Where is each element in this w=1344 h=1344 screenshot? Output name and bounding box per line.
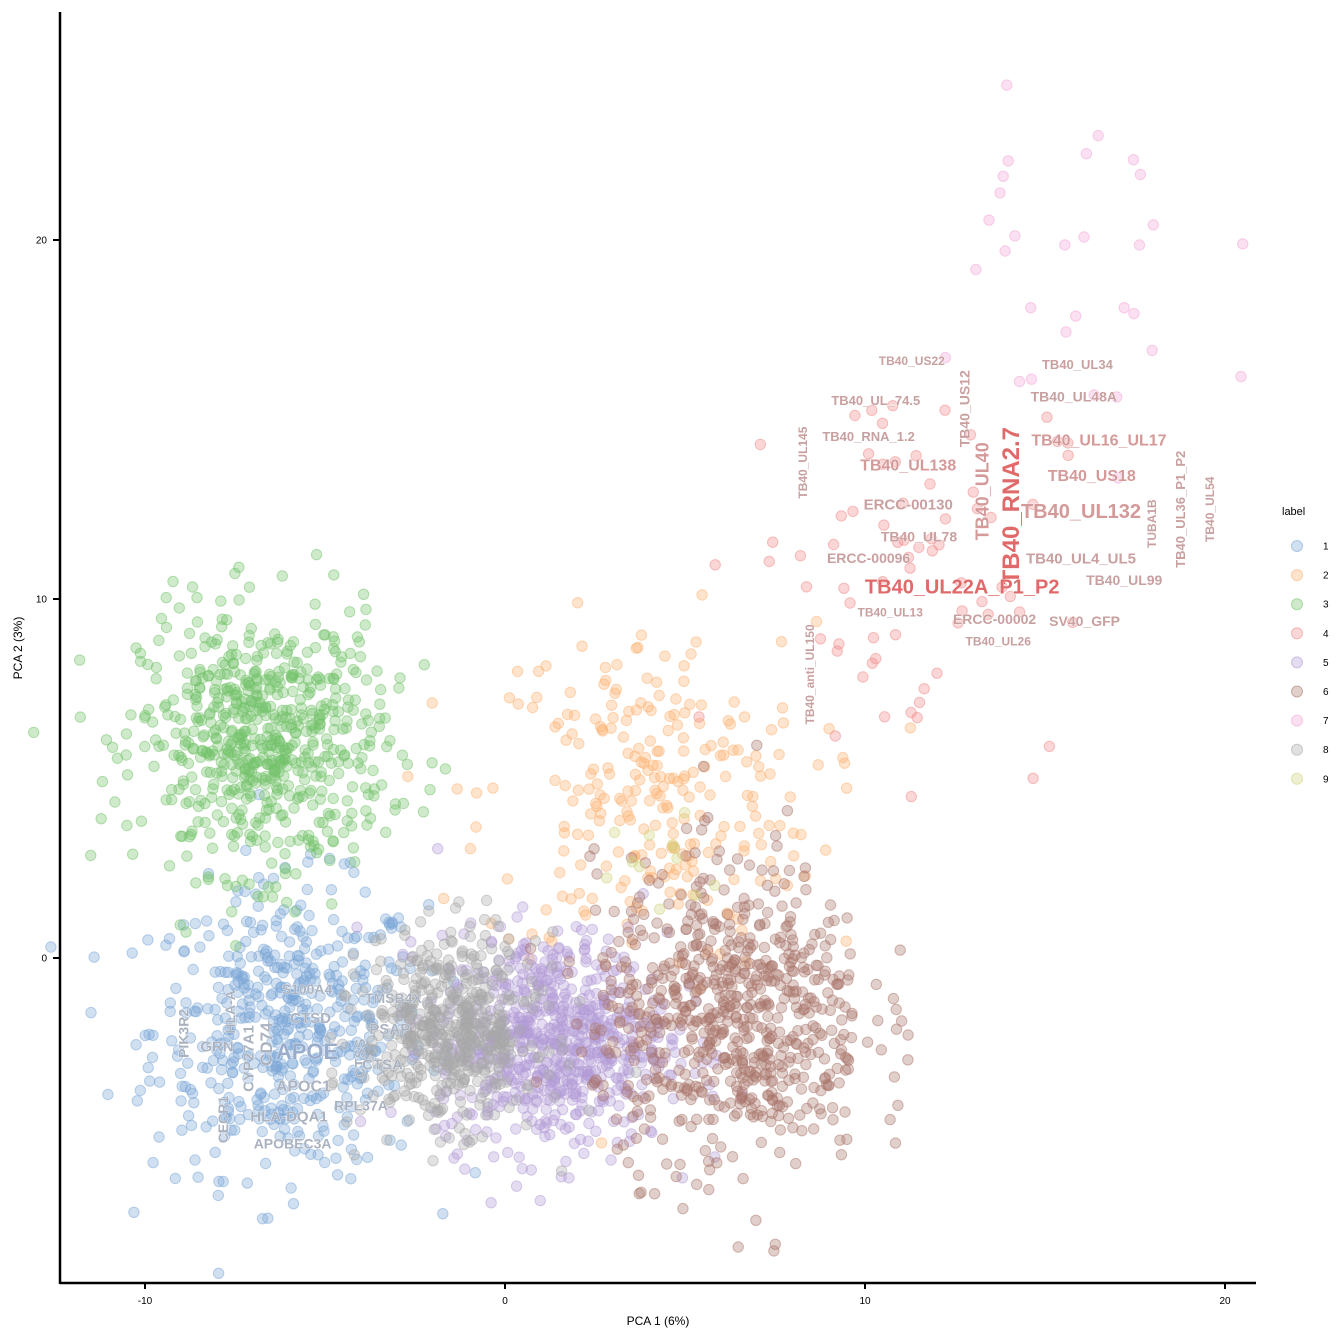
x-tick-label: -10: [138, 1296, 153, 1307]
legend-item-3: 3: [1291, 598, 1329, 611]
x-tick-label: 0: [502, 1296, 508, 1307]
legend-label: 1: [1323, 542, 1329, 553]
gene-label: TB40_UL78: [881, 529, 957, 545]
gene-label: S100A4: [282, 981, 333, 997]
gene-label: TB40_UL132: [1021, 501, 1141, 523]
legend-item-7: 7: [1291, 714, 1329, 727]
legend-item-6: 6: [1291, 685, 1329, 698]
gene-label: TB40_US22: [879, 354, 945, 368]
gene-label: CECR1: [215, 1096, 231, 1144]
gene-label: TB40_UL40: [973, 442, 993, 540]
legend-item-5: 5: [1291, 656, 1329, 669]
legend-item-2: 2: [1291, 569, 1329, 582]
legend-label: 7: [1323, 716, 1329, 727]
gene-label: ERCC-00002: [953, 611, 1036, 627]
gene-label: TB40_UL22A_P1_P2: [865, 577, 1060, 599]
legend-item-1: 1: [1291, 540, 1329, 553]
legend-title: label: [1282, 506, 1305, 518]
gene-label: TB40_UL48A: [1031, 389, 1117, 405]
gene-label: HLA-A: [222, 990, 238, 1034]
y-axis-title: PCA 2 (3%): [11, 617, 25, 680]
series-2: [402, 589, 917, 1149]
gene-label: TB40_UL16_UL17: [1031, 432, 1166, 449]
gene-label: CTSD: [290, 1010, 331, 1027]
legend-label: 2: [1323, 571, 1329, 582]
legend-swatch-icon: [1291, 627, 1303, 640]
legend-swatch-icon: [1291, 598, 1303, 611]
gene-label: TB40_UL54: [1203, 476, 1217, 542]
gene-label: APOBEC3A: [254, 1135, 332, 1151]
x-tick-label: 10: [859, 1296, 871, 1307]
gene-label: TB40_RNA2.7: [998, 427, 1025, 584]
legend: label 1 2 3 4 5 6 7 8 9: [1282, 506, 1329, 785]
legend-label: 9: [1323, 774, 1329, 785]
gene-label: TB40_UL26: [966, 634, 1032, 648]
x-axis: -10 0 10 20 PCA 1 (6%): [60, 1281, 1256, 1328]
gene-label: TB40_US12: [957, 370, 973, 447]
series-7: [939, 79, 1249, 484]
gene-label: HLA-DQA1: [250, 1109, 328, 1126]
data-points: [28, 79, 1249, 1280]
gene-label: TB40_RNA_1.2: [822, 429, 915, 444]
legend-label: 5: [1323, 658, 1329, 669]
gene-label: CYP27A1: [240, 1025, 257, 1092]
gene-label: TB40_UL36_P1_P2: [1173, 451, 1188, 568]
x-tick-label: 20: [1219, 1296, 1231, 1307]
gene-label: TB40_UL145: [796, 426, 810, 498]
series-9: [601, 807, 721, 915]
legend-item-4: 4: [1291, 627, 1329, 640]
legend-swatch-icon: [1291, 656, 1303, 669]
legend-item-9: 9: [1291, 772, 1329, 785]
series-6: [524, 739, 914, 1257]
gene-label: TB40_UL138: [860, 457, 956, 474]
gene-label: PIK3R2: [175, 1009, 191, 1058]
gene-label: PSAP: [369, 1021, 410, 1038]
legend-swatch-icon: [1291, 540, 1303, 552]
y-tick-label: 20: [36, 236, 48, 247]
gene-label: TB40_US18: [1048, 468, 1136, 485]
gene-label: ERCC-00096: [827, 550, 910, 566]
y-axis: 0 10 20 PCA 2 (3%): [11, 12, 62, 1284]
legend-label: 3: [1323, 600, 1329, 611]
legend-swatch-icon: [1291, 569, 1303, 582]
gene-label: TB40_UL34: [1042, 357, 1114, 372]
series-4: [693, 400, 1079, 803]
legend-label: 4: [1323, 629, 1329, 640]
gene-label: CTSA: [362, 1057, 403, 1074]
gene-label: SV40_GFP: [1049, 613, 1120, 629]
gene-label: TB40_UL99: [1086, 572, 1162, 588]
gene-label: TB40_UL13: [858, 606, 924, 620]
gene-label: TB40_anti_UL150: [803, 624, 817, 724]
legend-swatch-icon: [1291, 714, 1303, 727]
legend-label: 6: [1323, 687, 1329, 698]
gene-label: APOE: [276, 1039, 338, 1064]
legend-swatch-icon: [1291, 685, 1303, 698]
gene-label: TUBA1B: [1145, 499, 1159, 548]
y-tick-label: 10: [36, 595, 48, 606]
gene-label: TB40_UL4_UL5: [1026, 550, 1136, 567]
gene-label: APOC1: [276, 1078, 331, 1095]
gene-label: CTSS: [352, 1039, 369, 1079]
gene-labels: TB40_US22 TB40_UL34 TB40_US12 TB40_UL_74.5 T…: [175, 354, 1217, 1152]
y-tick-label: 0: [41, 954, 47, 965]
legend-swatch-icon: [1291, 743, 1303, 756]
legend-label: 8: [1323, 745, 1329, 756]
gene-label: GRN: [200, 1039, 233, 1056]
series-8: [324, 894, 642, 1177]
legend-item-8: 8: [1291, 743, 1329, 756]
legend-swatch-icon: [1291, 772, 1303, 785]
x-axis-title: PCA 1 (6%): [627, 1314, 690, 1328]
gene-label: TB40_UL_74.5: [831, 393, 920, 408]
gene-label: RPL37A: [334, 1098, 388, 1114]
series-3: [28, 548, 452, 952]
gene-label: CD74: [257, 1022, 276, 1066]
gene-label: ERCC-00130: [864, 497, 953, 514]
gene-label: TMSB4X: [365, 990, 422, 1006]
